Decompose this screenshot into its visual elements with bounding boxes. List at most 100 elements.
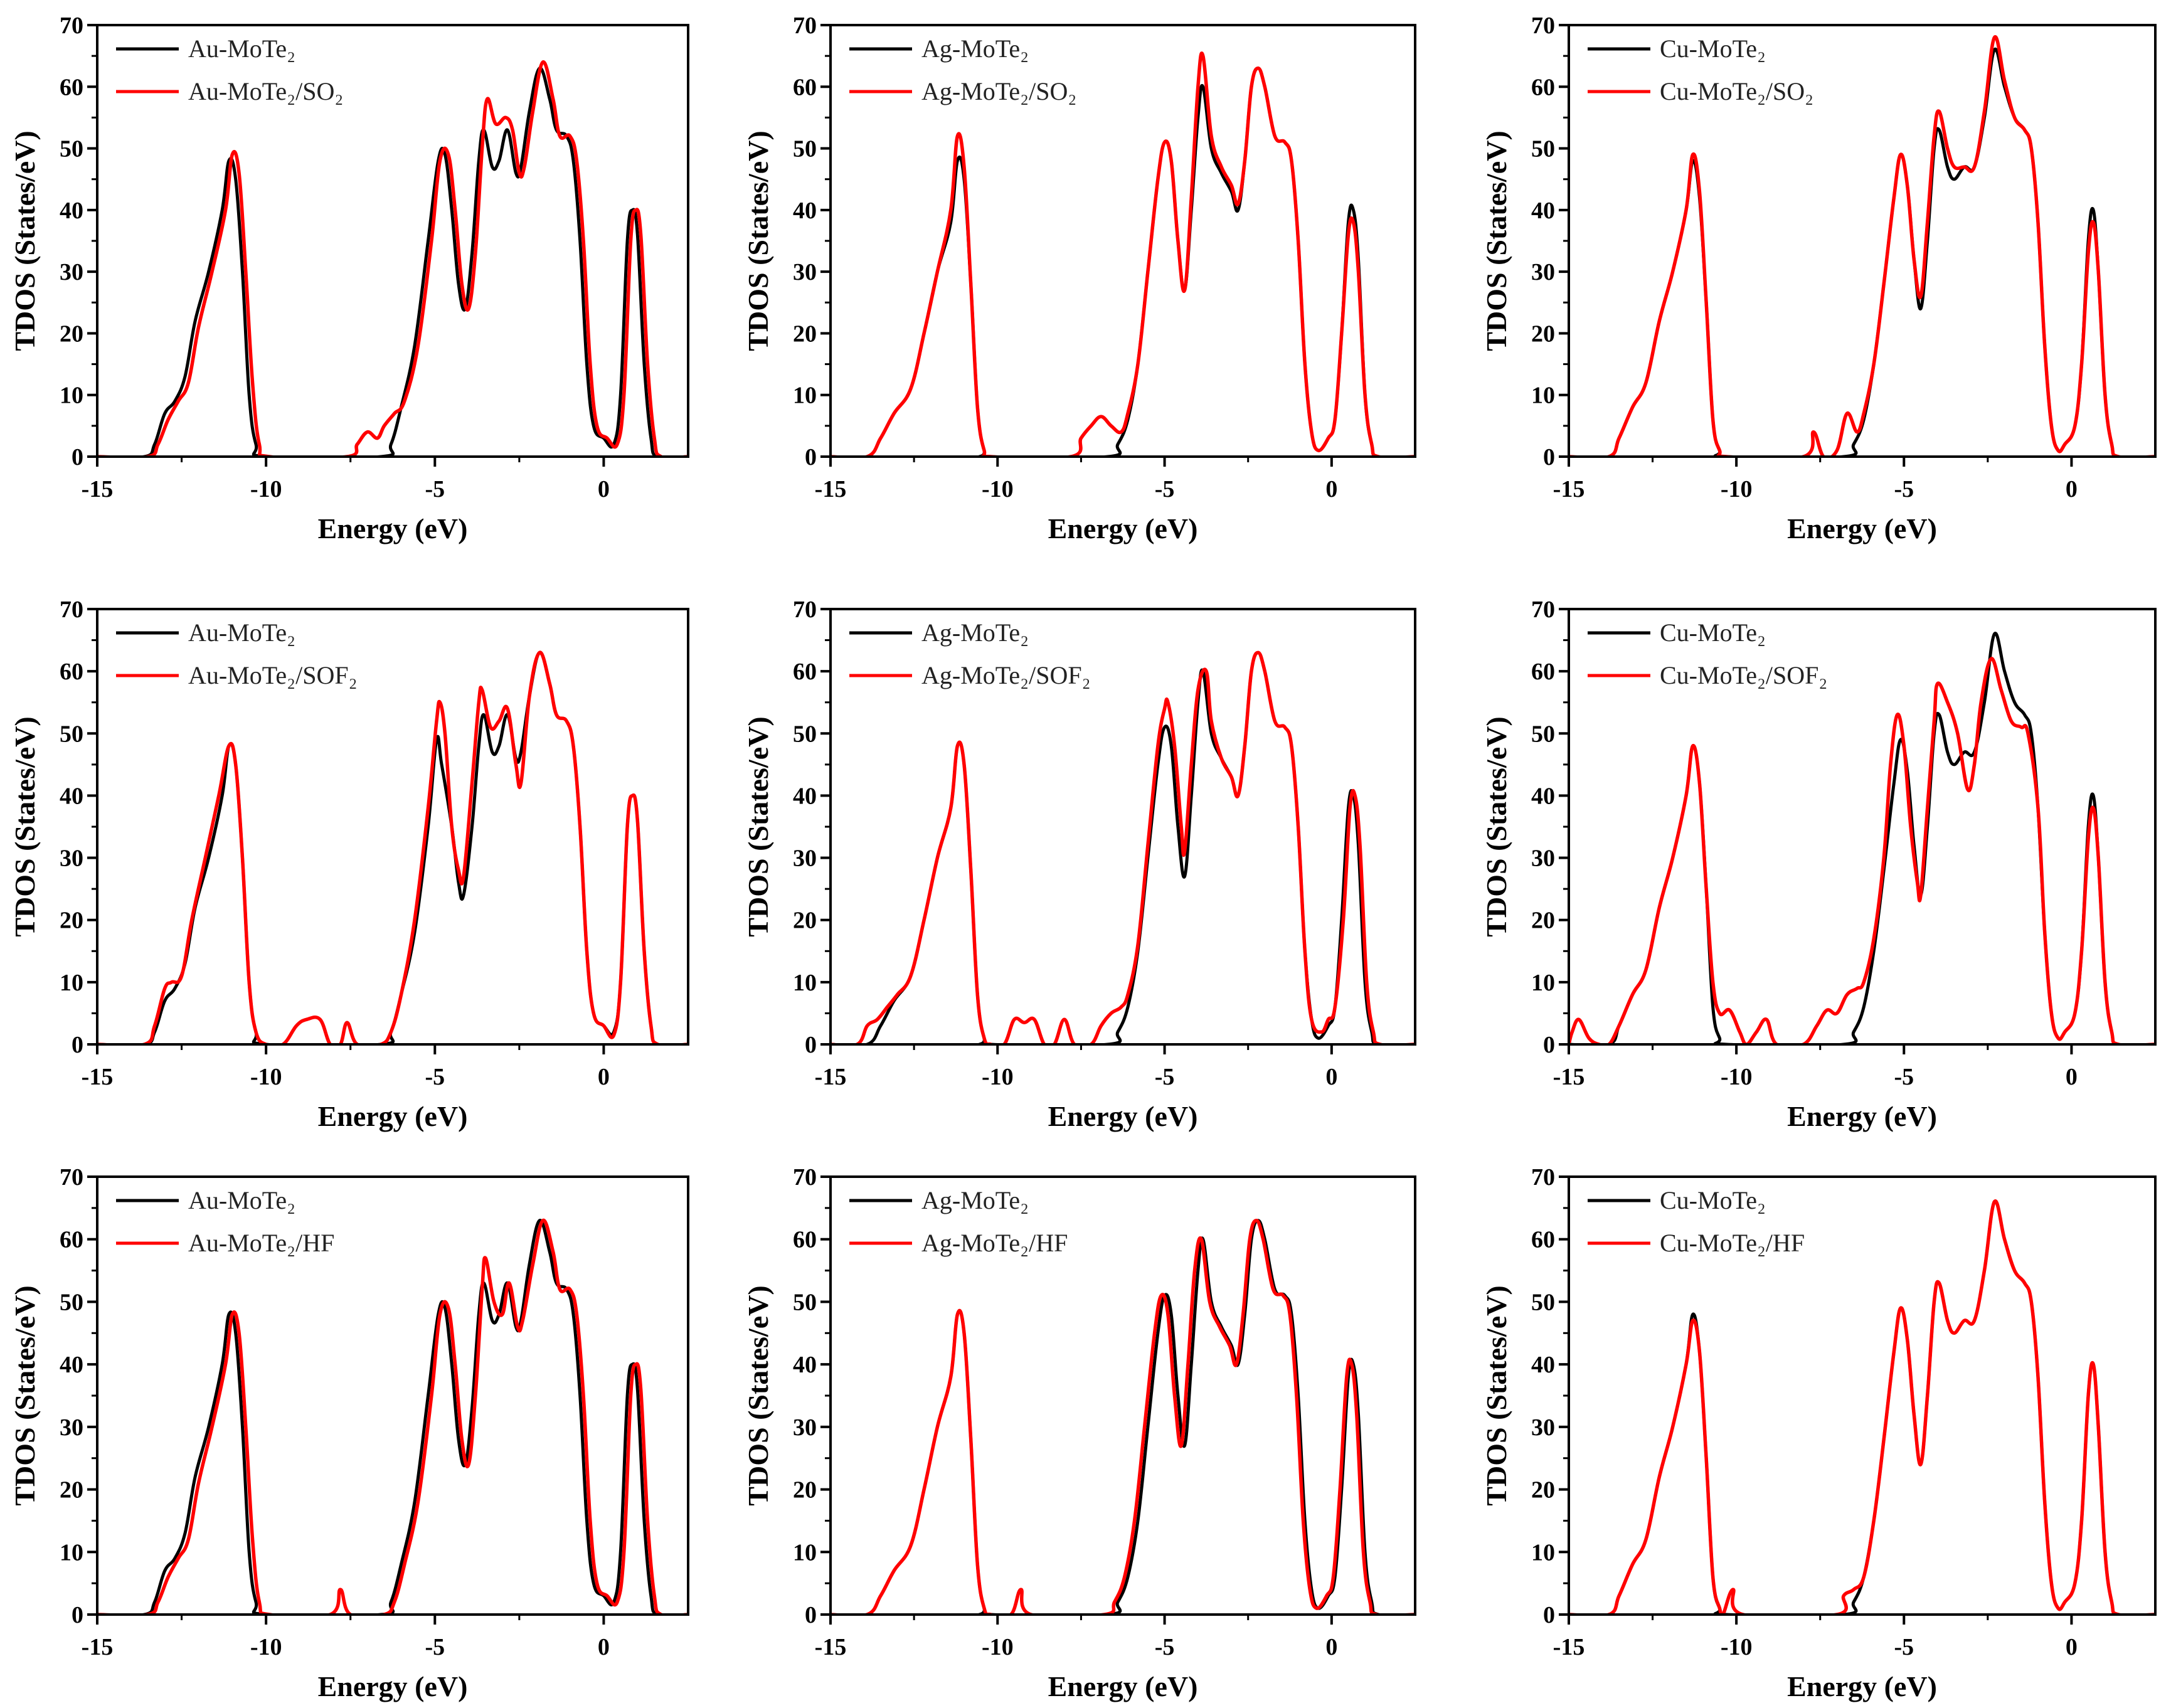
x-axis-label: Energy (eV) <box>318 1670 468 1702</box>
x-tick-label: 0 <box>598 476 610 502</box>
series-line <box>831 650 1415 1044</box>
y-tick-label: 20 <box>1531 908 1555 934</box>
legend-label: Cu-MoTe₂ <box>1660 34 1766 63</box>
y-tick-label: 50 <box>60 136 83 162</box>
x-tick-label: -15 <box>82 1064 114 1090</box>
y-tick-label: 20 <box>793 1477 817 1504</box>
y-tick-label: 10 <box>793 970 817 996</box>
legend-label: Au-MoTe₂ <box>188 1186 295 1214</box>
y-axis-label: TDOS (States/eV) <box>742 716 774 936</box>
y-tick-label: 40 <box>60 783 83 809</box>
series-line <box>831 1219 1415 1615</box>
y-tick-label: 20 <box>60 1477 83 1504</box>
x-tick-label: 0 <box>2066 1634 2078 1660</box>
y-tick-label: 70 <box>60 1164 83 1191</box>
y-tick-label: 30 <box>1531 1414 1555 1441</box>
chart-panel: -15 -10 -5 0 0 10 20 30 40 50 60 70 Energy (eV) TDOS … <box>1480 1164 2157 1702</box>
x-tick-label: -15 <box>815 1064 847 1090</box>
x-tick-label: 0 <box>598 1064 610 1090</box>
plot-frame <box>1568 24 2157 458</box>
y-tick-label: 20 <box>60 321 83 347</box>
y-tick-label: 50 <box>1531 721 1555 747</box>
y-axis-label: TDOS (States/eV) <box>9 1285 41 1505</box>
y-tick-label: 0 <box>1543 444 1555 470</box>
y-tick-label: 10 <box>1531 970 1555 996</box>
y-tick-label: 0 <box>805 1602 817 1628</box>
x-tick-label: -5 <box>425 1634 445 1660</box>
y-tick-label: 30 <box>60 1414 83 1441</box>
legend-label: Cu-MoTe₂ <box>1660 618 1766 647</box>
x-tick-label: -15 <box>815 1634 847 1660</box>
x-tick-label: -15 <box>1553 476 1585 502</box>
x-tick-label: -10 <box>982 1064 1014 1090</box>
y-tick-label: 40 <box>1531 783 1555 809</box>
legend-label: Ag-MoTe₂ <box>921 34 1029 63</box>
x-tick-label: 0 <box>1325 476 1337 502</box>
x-tick-label: -15 <box>82 476 114 502</box>
y-tick-label: 50 <box>60 721 83 747</box>
x-tick-label: -10 <box>250 1634 282 1660</box>
y-tick-label: 50 <box>60 1289 83 1315</box>
x-axis-label: Energy (eV) <box>1048 1670 1198 1702</box>
y-tick-label: 60 <box>60 659 83 685</box>
y-tick-label: 0 <box>805 1032 817 1058</box>
x-tick-label: -5 <box>425 476 445 502</box>
y-tick-label: 60 <box>1531 1227 1555 1253</box>
plot-frame <box>829 24 1416 458</box>
y-tick-label: 0 <box>72 444 83 470</box>
x-tick-label: -5 <box>425 1064 445 1090</box>
y-tick-label: 40 <box>793 783 817 809</box>
y-tick-label: 10 <box>60 970 83 996</box>
y-tick-label: 40 <box>1531 1352 1555 1378</box>
series-line <box>831 51 1415 457</box>
x-tick-label: -10 <box>1721 476 1753 502</box>
x-tick-label: -10 <box>250 476 282 502</box>
legend-label: Cu-MoTe₂ <box>1660 1186 1766 1214</box>
y-tick-label: 70 <box>793 1164 817 1191</box>
chart-panel: -15 -10 -5 0 0 10 20 30 40 50 60 70 Energy (eV) TDOS … <box>1480 13 2157 544</box>
series-line <box>97 66 688 457</box>
legend-label: Au-MoTe₂ <box>188 34 295 63</box>
y-tick-label: 20 <box>1531 1477 1555 1504</box>
series-line <box>97 650 688 1044</box>
y-tick-label: 20 <box>60 908 83 934</box>
y-tick-label: 10 <box>60 1539 83 1566</box>
y-tick-label: 30 <box>1531 846 1555 872</box>
series-line <box>97 1219 688 1615</box>
chart-panel: -15 -10 -5 0 0 10 20 30 40 50 60 70 Energy (eV) TDOS … <box>742 597 1416 1132</box>
chart-panel: -15 -10 -5 0 0 10 20 30 40 50 60 70 Energy (eV) TDOS … <box>9 1164 689 1702</box>
series-line <box>831 66 1415 457</box>
y-tick-label: 70 <box>1531 597 1555 623</box>
y-tick-label: 70 <box>1531 13 1555 39</box>
y-tick-label: 70 <box>60 13 83 39</box>
x-tick-label: -5 <box>1894 1064 1914 1090</box>
x-axis-label: Energy (eV) <box>1048 512 1198 544</box>
y-tick-label: 40 <box>60 1352 83 1378</box>
y-tick-label: 40 <box>1531 198 1555 224</box>
legend-label: Ag-MoTe₂/SOF₂ <box>921 661 1091 689</box>
y-axis-label: TDOS (States/eV) <box>1480 1285 1512 1505</box>
x-axis-label: Energy (eV) <box>1787 1670 1937 1702</box>
chart-panel: -15 -10 -5 0 0 10 20 30 40 50 60 70 Energy (eV) TDOS … <box>9 597 689 1132</box>
y-tick-label: 0 <box>805 444 817 470</box>
plot-frame <box>1568 608 2157 1046</box>
y-tick-label: 60 <box>793 1227 817 1253</box>
series-line <box>1569 47 2155 457</box>
series-line <box>831 650 1415 1044</box>
y-tick-label: 0 <box>72 1032 83 1058</box>
legend-label: Au-MoTe₂/SOF₂ <box>188 661 358 689</box>
y-tick-label: 40 <box>793 1352 817 1378</box>
y-tick-label: 60 <box>1531 659 1555 685</box>
y-tick-label: 30 <box>60 846 83 872</box>
x-axis-label: Energy (eV) <box>318 1100 468 1132</box>
legend-label: Cu-MoTe₂/SO₂ <box>1660 77 1813 105</box>
x-tick-label: -15 <box>815 476 847 502</box>
series-line <box>1569 1199 2155 1615</box>
y-axis-label: TDOS (States/eV) <box>1480 716 1512 936</box>
x-tick-label: -5 <box>1155 476 1175 502</box>
x-tick-label: 0 <box>598 1634 610 1660</box>
y-tick-label: 70 <box>793 597 817 623</box>
y-tick-label: 10 <box>60 383 83 409</box>
y-tick-label: 30 <box>793 1414 817 1441</box>
